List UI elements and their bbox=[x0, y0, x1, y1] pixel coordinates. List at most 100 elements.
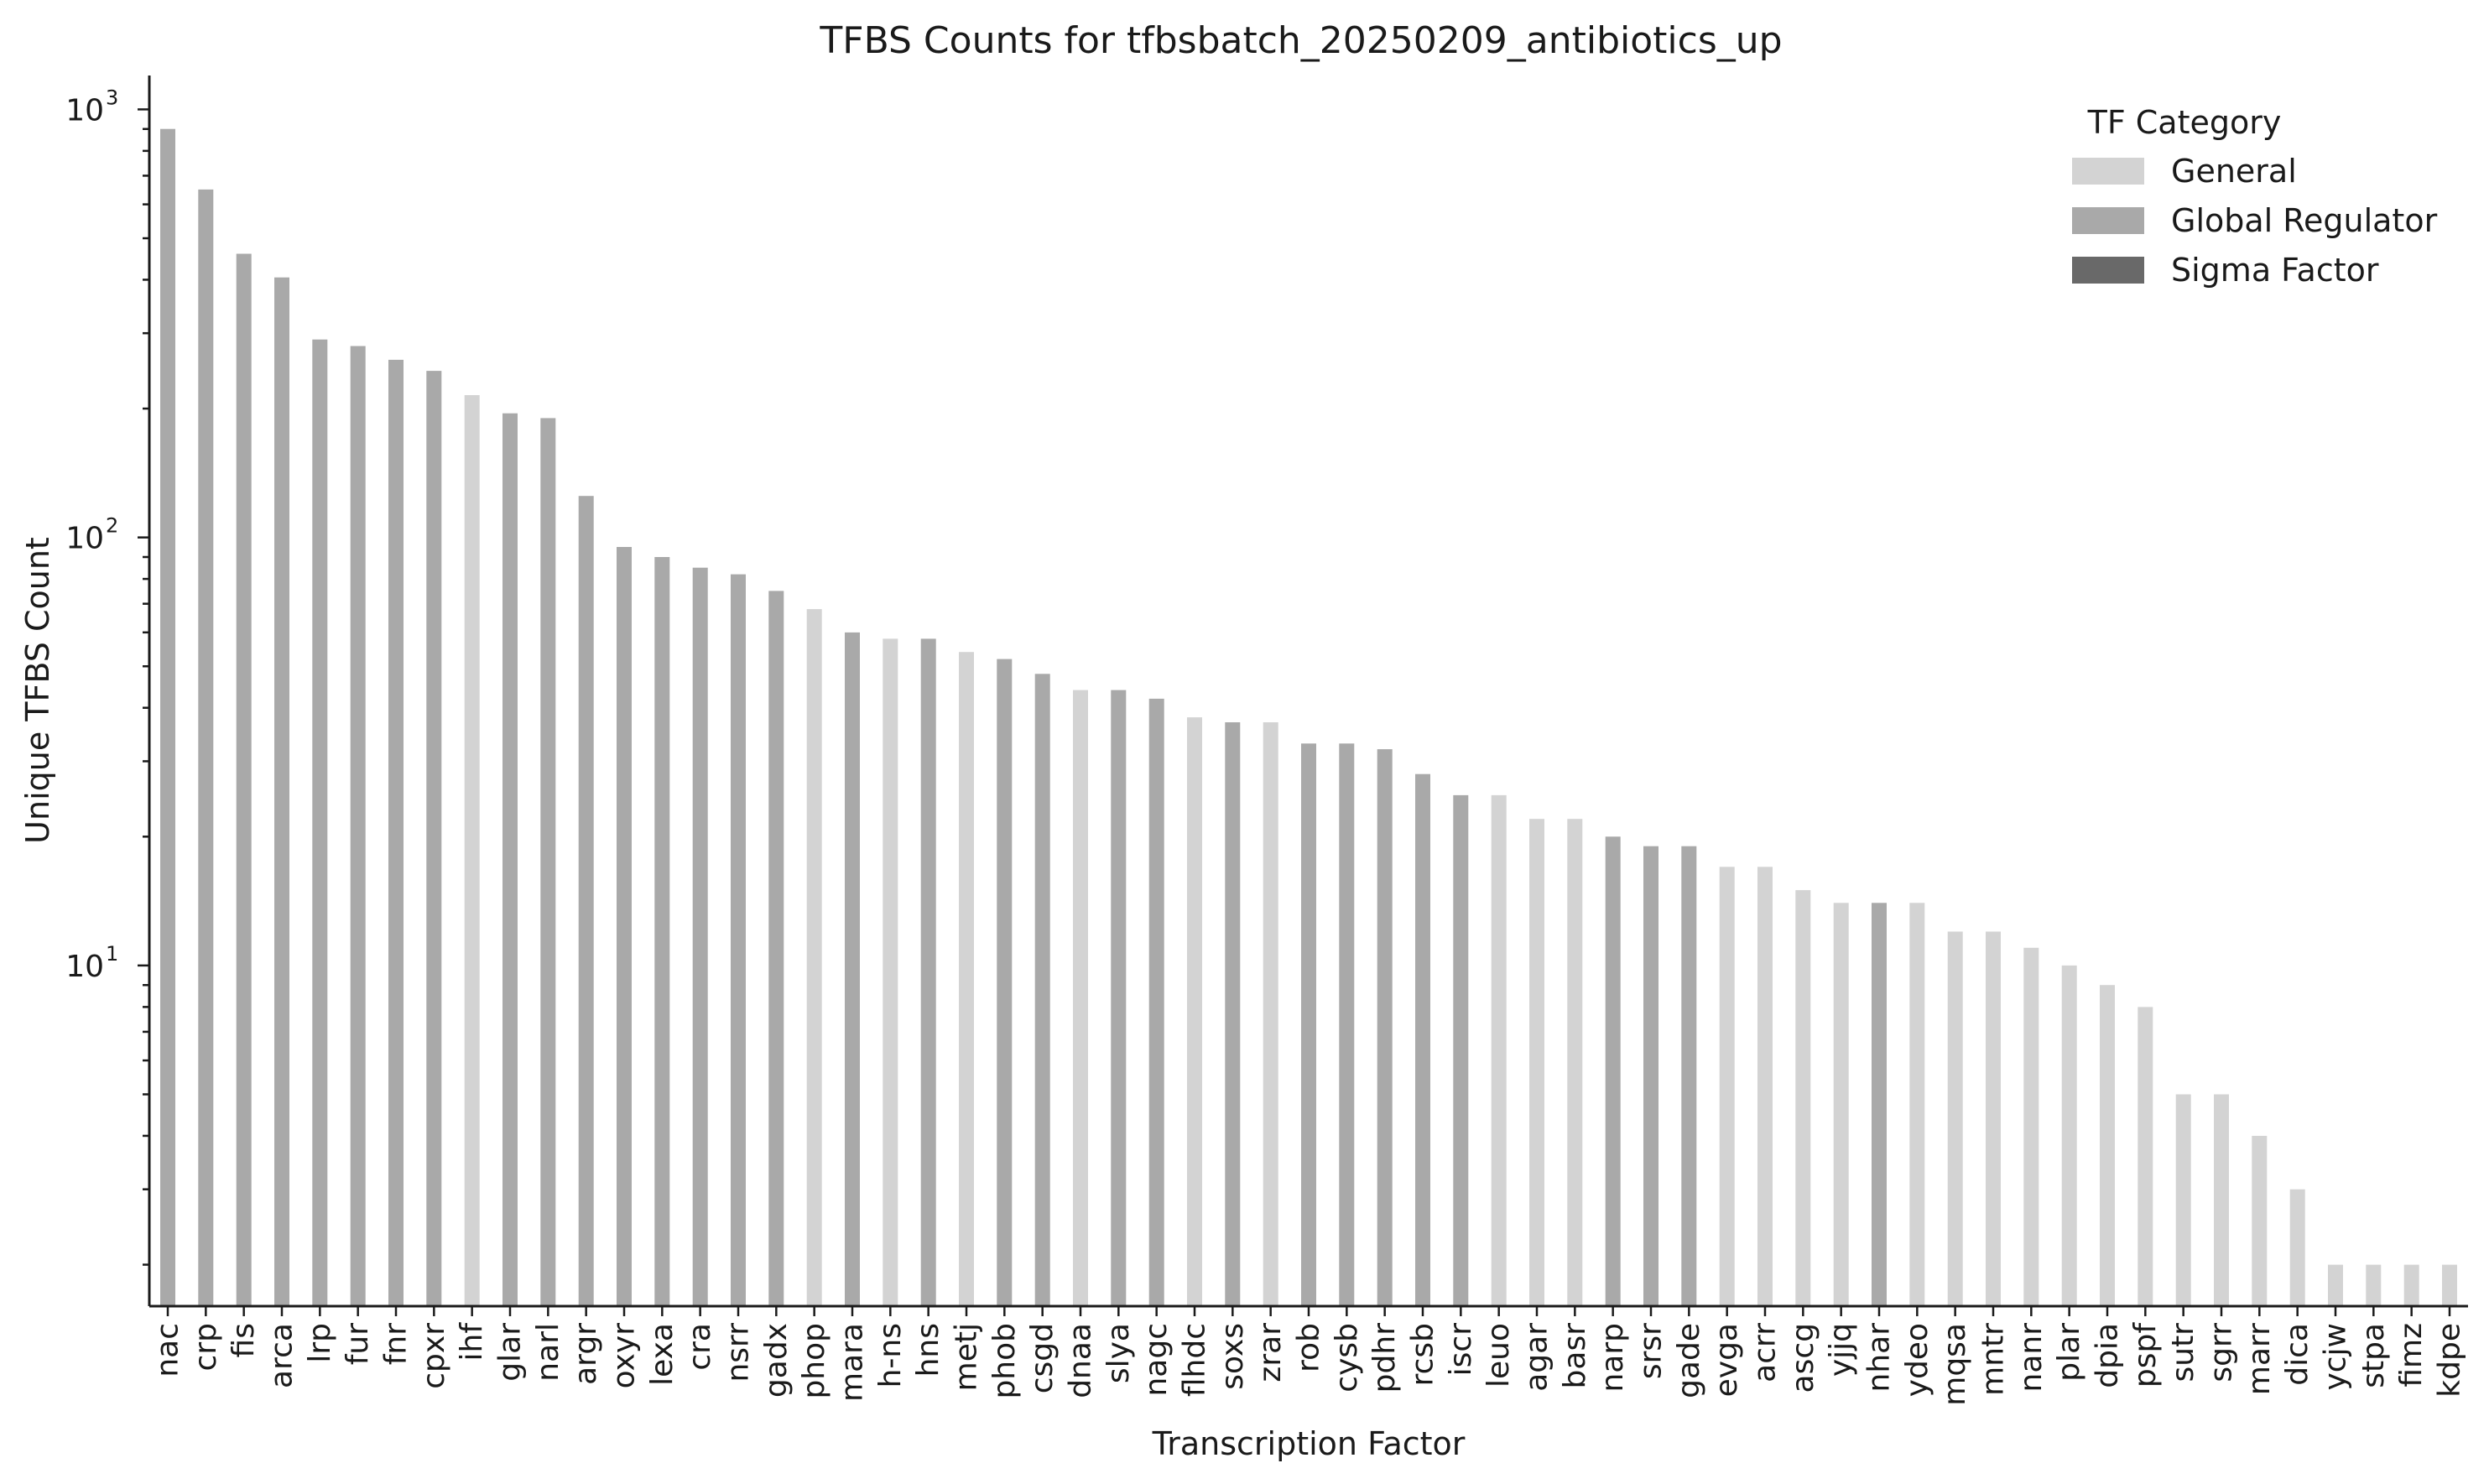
x-tick-label: basr bbox=[1558, 1323, 1592, 1389]
x-tick-label: mntr bbox=[1976, 1323, 2011, 1396]
x-tick-label: hns bbox=[911, 1323, 945, 1377]
x-tick-label: phob bbox=[987, 1323, 1022, 1399]
x-tick-label: argr bbox=[569, 1323, 603, 1385]
x-tick-label: pspf bbox=[2128, 1322, 2163, 1388]
bar-mqsa bbox=[1947, 931, 1963, 1306]
bar-fnr bbox=[388, 359, 404, 1306]
bar-argr bbox=[578, 496, 594, 1306]
bar-nagc bbox=[1148, 698, 1164, 1306]
x-tick-label: metj bbox=[950, 1323, 984, 1391]
legend-swatch-sigma bbox=[2072, 257, 2144, 284]
bar-gade bbox=[1681, 846, 1697, 1306]
bar-kdpe bbox=[2442, 1264, 2457, 1306]
bar-fis bbox=[236, 253, 252, 1306]
x-tick-label: plar bbox=[2052, 1323, 2086, 1382]
bar-acrr bbox=[1757, 867, 1773, 1306]
x-tick-label: gade bbox=[1672, 1323, 1706, 1398]
y-axis-label: Unique TFBS Count bbox=[19, 537, 56, 844]
bar-h-ns bbox=[883, 638, 898, 1306]
bar-nsrr bbox=[731, 574, 746, 1306]
x-tick-label: cysb bbox=[1330, 1323, 1364, 1393]
x-tick-label: agar bbox=[1520, 1323, 1554, 1392]
bar-gadx bbox=[768, 591, 784, 1306]
bar-stpa bbox=[2366, 1264, 2382, 1306]
x-axis-label: Transcription Factor bbox=[1152, 1425, 1466, 1462]
bar-rcsb bbox=[1415, 773, 1430, 1306]
x-tick-label: dica bbox=[2280, 1323, 2315, 1386]
x-tick-label: ycjw bbox=[2319, 1323, 2353, 1391]
bar-evga bbox=[1719, 867, 1735, 1306]
x-tick-label: lrp bbox=[303, 1323, 337, 1363]
y-tick-label: 10 bbox=[65, 950, 104, 984]
x-tick-label: flhdc bbox=[1178, 1323, 1212, 1397]
x-tick-label: mqsa bbox=[1938, 1323, 1972, 1406]
y-tick-exponent: 1 bbox=[106, 942, 118, 966]
legend-swatch-general bbox=[2072, 158, 2144, 185]
bar-basr bbox=[1567, 819, 1583, 1306]
bar-ascg bbox=[1795, 890, 1811, 1306]
bar-narl bbox=[540, 418, 556, 1306]
x-tick-label: evga bbox=[1710, 1323, 1744, 1397]
x-tick-label: sgrr bbox=[2205, 1323, 2239, 1382]
bar-lexa bbox=[654, 557, 670, 1306]
bar-plar bbox=[2061, 965, 2077, 1306]
bar-hns bbox=[920, 638, 936, 1306]
x-tick-label: nagc bbox=[1139, 1323, 1174, 1397]
x-tick-label: arca bbox=[265, 1323, 299, 1388]
bar-dnaa bbox=[1073, 690, 1088, 1306]
bar-marr bbox=[2252, 1136, 2268, 1306]
bar-agar bbox=[1529, 819, 1544, 1306]
bar-lrp bbox=[312, 339, 328, 1307]
x-tick-label: marr bbox=[2242, 1323, 2277, 1395]
y-tick-exponent: 2 bbox=[106, 514, 118, 538]
x-tick-label: srsr bbox=[1634, 1323, 1669, 1379]
x-tick-label: fnr bbox=[379, 1323, 414, 1365]
bar-mntr bbox=[1986, 931, 2001, 1306]
x-tick-label: sutr bbox=[2166, 1323, 2200, 1382]
x-tick-label: rcsb bbox=[1406, 1323, 1440, 1386]
x-axis-ticks: nac crp fis arca lrp fur fnr cpxr ihf glar narl arg… bbox=[151, 1306, 2467, 1406]
x-tick-label: crp bbox=[189, 1323, 223, 1371]
y-tick-label: 10 bbox=[65, 522, 104, 556]
bar-soxs bbox=[1225, 722, 1241, 1306]
x-tick-label: lexa bbox=[645, 1323, 680, 1386]
x-tick-label: ascg bbox=[1786, 1323, 1820, 1393]
bar-rob bbox=[1301, 743, 1316, 1306]
bars-group bbox=[160, 128, 2457, 1307]
bar-nac bbox=[160, 128, 175, 1307]
x-tick-label: dpia bbox=[2091, 1323, 2125, 1388]
legend-title: TF Category bbox=[2087, 104, 2282, 141]
x-tick-label: slya bbox=[1101, 1323, 1136, 1383]
bar-dica bbox=[2289, 1189, 2305, 1306]
bar-nhar bbox=[1872, 903, 1887, 1306]
bar-cpxr bbox=[426, 371, 442, 1307]
x-tick-label: iscr bbox=[1444, 1323, 1478, 1377]
bar-zrar bbox=[1263, 722, 1278, 1306]
bar-oxyr bbox=[617, 547, 632, 1306]
x-tick-label: h-ns bbox=[873, 1323, 908, 1388]
bar-ydeo bbox=[1909, 903, 1925, 1306]
x-tick-label: gadx bbox=[759, 1323, 794, 1398]
y-tick-label: 10 bbox=[65, 93, 104, 128]
x-tick-label: fimz bbox=[2394, 1323, 2429, 1388]
legend-swatch-global bbox=[2072, 207, 2144, 234]
bar-crp bbox=[198, 189, 214, 1306]
x-tick-label: cra bbox=[683, 1323, 717, 1371]
x-tick-label: rob bbox=[1292, 1323, 1326, 1372]
bar-glar bbox=[502, 413, 518, 1307]
chart-title: TFBS Counts for tfbsbatch_20250209_antib… bbox=[819, 19, 1782, 62]
bar-fimz bbox=[2403, 1264, 2419, 1306]
bar-iscr bbox=[1453, 794, 1469, 1306]
bar-pdhr bbox=[1377, 749, 1393, 1306]
bar-dpia bbox=[2100, 985, 2115, 1306]
x-tick-label: cpxr bbox=[417, 1323, 451, 1389]
bar-yjjq bbox=[1833, 903, 1849, 1306]
x-tick-label: phop bbox=[797, 1323, 831, 1399]
bar-metj bbox=[959, 652, 974, 1306]
x-tick-label: ydeo bbox=[1900, 1323, 1934, 1397]
bar-arca bbox=[274, 277, 289, 1307]
x-tick-label: fis bbox=[227, 1323, 261, 1357]
bar-phop bbox=[806, 609, 822, 1306]
